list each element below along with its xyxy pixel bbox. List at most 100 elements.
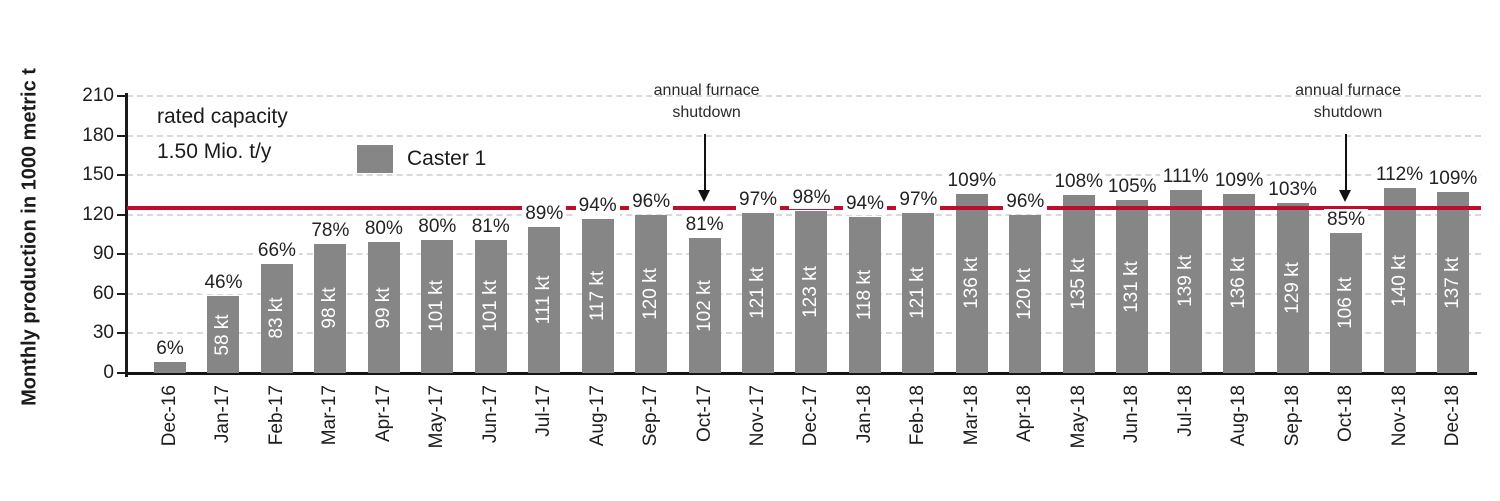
x-tick-label-Jul-18: Jul-18 — [1174, 385, 1196, 437]
y-tickmark-120 — [117, 213, 126, 216]
bar-percent-label-Jun-18: 105% — [1104, 176, 1160, 199]
bar-Jan-18 — [848, 217, 881, 373]
bar-percent-label-Nov-18: 112% — [1372, 164, 1427, 187]
bar-value-label-Sep-18: 129 kt — [1281, 262, 1303, 314]
y-tick-label-210: 210 — [82, 85, 114, 106]
legend: Caster 1 — [357, 145, 486, 173]
bar-Jul-17 — [528, 226, 561, 373]
bar-Feb-18 — [902, 213, 935, 373]
bar-value-label-Apr-18: 120 kt — [1014, 267, 1036, 320]
rated-capacity-note-line1: rated capacity — [157, 105, 288, 128]
bar-value-label-Mar-18: 136 kt — [960, 257, 982, 310]
legend-label: Caster 1 — [407, 147, 487, 170]
bar-Nov-18 — [1383, 188, 1416, 373]
annotation-arrow-head-Oct-17 — [697, 190, 710, 202]
bar-percent-label-Nov-17: 97% — [736, 189, 781, 212]
bar-percent-label-Dec-17: 98% — [789, 186, 834, 209]
x-tick-label-Aug-17: Aug-17 — [586, 385, 608, 447]
bar-Nov-17 — [742, 213, 775, 373]
legend-swatch-caster1 — [357, 145, 393, 173]
y-tick-label-30: 30 — [92, 322, 114, 344]
x-tick-label-Dec-17: Dec-17 — [800, 385, 822, 447]
y-tickmark-210 — [117, 95, 126, 97]
x-tick-label-Oct-18: Oct-18 — [1335, 385, 1357, 443]
y-tickmark-150 — [117, 174, 126, 177]
x-tick-label-Jun-18: Jun-18 — [1121, 385, 1143, 444]
bar-percent-label-Feb-18: 97% — [896, 189, 941, 212]
bar-percent-label-Apr-17: 80% — [361, 218, 406, 241]
bar-value-label-May-17: 101 kt — [426, 280, 448, 333]
bar-percent-label-May-18: 108% — [1051, 170, 1107, 193]
bar-value-label-Oct-17: 102 kt — [693, 279, 715, 332]
bar-value-label-Jan-18: 118 kt — [853, 269, 875, 321]
x-tick-label-May-18: May-18 — [1067, 385, 1089, 449]
bar-value-label-Jun-18: 131 kt — [1121, 260, 1143, 313]
bar-percent-label-Mar-18: 109% — [944, 169, 1000, 192]
bar-Sep-18 — [1276, 202, 1309, 373]
bar-value-label-Sep-17: 120 kt — [640, 267, 662, 320]
x-tick-label-Aug-18: Aug-18 — [1228, 385, 1250, 447]
bar-Jun-17 — [474, 239, 507, 373]
bar-Aug-18 — [1223, 193, 1256, 373]
x-tick-label-May-17: May-17 — [426, 385, 448, 449]
bar-value-label-May-18: 135 kt — [1067, 258, 1089, 310]
bar-value-label-Mar-17: 98 kt — [319, 287, 341, 329]
bar-percent-label-Feb-17: 66% — [254, 239, 299, 262]
y-tickmark-180 — [117, 134, 126, 137]
bar-Dec-17 — [795, 210, 828, 373]
x-tick-label-Mar-18: Mar-18 — [960, 385, 982, 446]
x-tick-label-Nov-18: Nov-18 — [1388, 385, 1410, 447]
y-tick-label-180: 180 — [82, 124, 114, 146]
x-tick-label-Sep-17: Sep-17 — [640, 385, 662, 447]
rated-capacity-note: rated capacity 1.50 Mio. t/y — [157, 99, 288, 169]
bar-percent-label-Jul-18: 111% — [1159, 165, 1212, 188]
annotation-line1: annual furnace — [653, 82, 760, 99]
bar-value-label-Oct-18: 106 kt — [1335, 277, 1357, 329]
y-tickmark-60 — [117, 292, 126, 295]
bar-Oct-17 — [688, 238, 721, 373]
y-tick-label-0: 0 — [103, 362, 114, 383]
bar-value-label-Feb-18: 121 kt — [907, 267, 929, 320]
annotation-line2: shutdown — [1313, 104, 1383, 121]
bar-percent-label-Dec-16: 6% — [153, 338, 187, 361]
gridline-150 — [127, 174, 1481, 177]
bar-value-label-Jan-17: 58 kt — [212, 314, 234, 356]
y-tickmark-90 — [117, 253, 126, 256]
y-tick-label-60: 60 — [92, 282, 114, 304]
bar-Oct-18 — [1330, 233, 1363, 373]
x-tick-label-Feb-18: Feb-18 — [907, 385, 929, 446]
x-tick-label-Jan-17: Jan-17 — [212, 385, 234, 444]
bar-percent-label-Aug-18: 109% — [1211, 169, 1267, 192]
x-tick-label-Jul-17: Jul-17 — [533, 385, 555, 437]
annotation-line1: annual furnace — [1295, 82, 1401, 99]
bar-Apr-17 — [367, 242, 400, 373]
annotation-line2: shutdown — [672, 104, 741, 121]
x-tick-label-Nov-17: Nov-17 — [747, 385, 769, 447]
x-axis-line — [125, 372, 1477, 375]
bar-value-label-Dec-17: 123 kt — [800, 265, 822, 318]
bar-percent-label-Jul-17: 89% — [522, 202, 567, 225]
y-tick-label-150: 150 — [82, 164, 114, 186]
bar-percent-label-Sep-17: 96% — [629, 190, 674, 213]
x-tick-label-Sep-18: Sep-18 — [1281, 385, 1303, 447]
gridline-210 — [127, 95, 1481, 97]
x-tick-label-Oct-17: Oct-17 — [693, 385, 715, 443]
bar-value-label-Apr-17: 99 kt — [372, 287, 394, 329]
y-tick-label-90: 90 — [92, 243, 114, 265]
bar-percent-label-Oct-18: 85% — [1324, 209, 1369, 232]
bar-Jun-18 — [1116, 200, 1149, 373]
bar-percent-label-Sep-18: 103% — [1265, 178, 1320, 201]
bar-percent-label-Dec-18: 109% — [1425, 168, 1481, 191]
bar-May-18 — [1062, 194, 1095, 373]
annotation-arrow-shaft-Oct-17 — [703, 134, 706, 191]
bar-percent-label-May-17: 80% — [415, 215, 460, 238]
x-tick-label-Dec-18: Dec-18 — [1441, 385, 1463, 447]
bar-percent-label-Mar-17: 78% — [308, 219, 353, 242]
x-tick-label-Mar-17: Mar-17 — [319, 385, 341, 446]
bar-value-label-Feb-17: 83 kt — [265, 297, 287, 339]
x-tick-label-Jan-18: Jan-18 — [853, 385, 875, 444]
bar-value-label-Nov-17: 121 kt — [747, 267, 769, 320]
bar-percent-label-Aug-17: 94% — [575, 194, 620, 217]
